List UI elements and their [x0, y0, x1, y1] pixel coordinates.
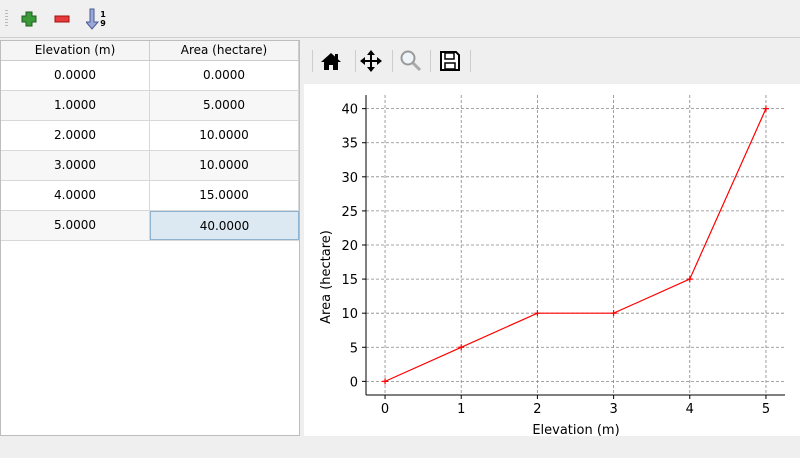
elevation-cell[interactable]: 0.0000 [1, 61, 150, 90]
y-tick-label: 10 [341, 307, 358, 322]
plot-canvas[interactable]: 0 1 2 3 4 5 0 5 10 15 20 25 30 35 40 Elevation (m) Area … [304, 84, 800, 438]
elevation-cell[interactable]: 1.0000 [1, 91, 150, 120]
y-tick-label: 5 [350, 341, 358, 356]
x-axis-label: Elevation (m) [532, 423, 619, 436]
plot-toolbar [304, 40, 800, 84]
y-tick-label: 40 [341, 103, 358, 118]
table-row: 3.0000 10.0000 [1, 151, 299, 181]
data-point [458, 344, 465, 351]
x-tick-label: 4 [686, 402, 694, 417]
zoom-icon [400, 50, 422, 72]
y-tick-label: 25 [341, 205, 358, 220]
table-row: 1.0000 5.0000 [1, 91, 299, 121]
y-tick-label: 35 [341, 137, 358, 152]
x-tick-label: 2 [533, 402, 541, 417]
add-row-button[interactable] [18, 8, 40, 30]
column-header-elevation[interactable]: Elevation (m) [1, 41, 150, 60]
y-tick-label: 15 [341, 273, 358, 288]
save-button[interactable] [435, 46, 465, 76]
data-line [384, 108, 767, 382]
elevation-cell[interactable]: 3.0000 [1, 151, 150, 180]
zoom-button[interactable] [396, 46, 426, 76]
sort-bottom-label: 9 [100, 19, 106, 28]
area-cell[interactable]: 0.0000 [150, 61, 299, 90]
toolbar-grip[interactable] [5, 10, 8, 28]
y-axis-label: Area (hectare) [319, 230, 334, 324]
add-icon [21, 11, 37, 27]
table-row: 5.0000 40.0000 [1, 211, 299, 241]
home-button[interactable] [316, 46, 346, 76]
separator [470, 50, 471, 72]
area-cell[interactable]: 10.0000 [150, 151, 299, 180]
y-tick-label: 20 [341, 239, 358, 254]
data-point [534, 310, 541, 317]
area-cell[interactable]: 15.0000 [150, 181, 299, 210]
home-icon [321, 53, 341, 70]
column-header-area[interactable]: Area (hectare) [150, 41, 299, 60]
data-point [382, 378, 389, 385]
x-tick-label: 1 [457, 402, 465, 417]
y-tick-label: 0 [350, 375, 358, 390]
table-row: 0.0000 0.0000 [1, 61, 299, 91]
main-toolbar: 1 9 [0, 0, 800, 38]
elevation-cell[interactable]: 4.0000 [1, 181, 150, 210]
remove-row-button[interactable] [51, 8, 73, 30]
sort-icon [86, 8, 100, 30]
line-chart: 0 1 2 3 4 5 0 5 10 15 20 25 30 35 40 Elevation (m) Area … [319, 95, 785, 438]
table-row: 2.0000 10.0000 [1, 121, 299, 151]
area-cell[interactable]: 5.0000 [150, 91, 299, 120]
save-icon [440, 51, 460, 71]
data-point [610, 310, 617, 317]
table-header: Elevation (m) Area (hectare) [1, 41, 299, 61]
elevation-cell[interactable]: 5.0000 [1, 211, 150, 240]
pan-button[interactable] [356, 46, 386, 76]
x-tick-label: 3 [609, 402, 617, 417]
sort-top-label: 1 [100, 10, 106, 19]
elevation-cell[interactable]: 2.0000 [1, 121, 150, 150]
data-point [686, 276, 693, 283]
area-cell[interactable]: 10.0000 [150, 121, 299, 150]
pan-icon [360, 50, 382, 72]
separator [355, 50, 356, 72]
separator [392, 50, 393, 72]
x-tick-label: 0 [381, 402, 389, 417]
separator [430, 50, 431, 72]
x-tick-label: 5 [762, 402, 770, 417]
data-point [762, 105, 769, 112]
separator [312, 50, 313, 72]
table-row: 4.0000 15.0000 [1, 181, 299, 211]
data-table: Elevation (m) Area (hectare) 0.0000 0.000… [0, 40, 300, 436]
y-tick-label: 30 [341, 171, 358, 186]
area-cell[interactable]: 40.0000 [150, 211, 299, 240]
sort-button[interactable]: 1 9 [84, 8, 108, 30]
remove-icon [54, 15, 70, 23]
